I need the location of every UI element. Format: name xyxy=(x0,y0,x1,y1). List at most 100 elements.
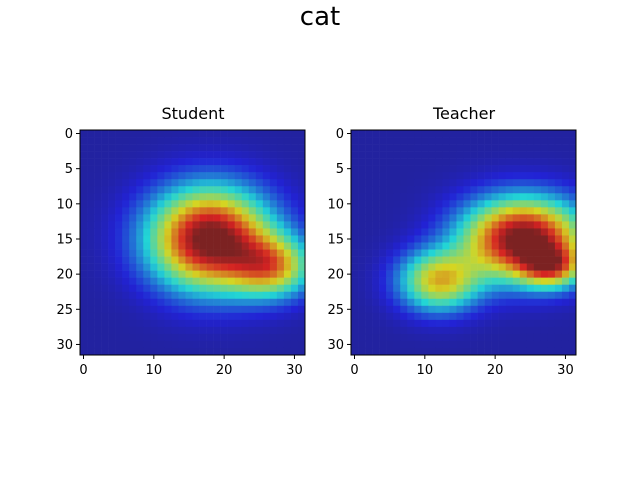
heatmap-cell xyxy=(283,172,292,180)
heatmap-cell xyxy=(143,221,151,229)
heatmap-cell xyxy=(372,319,380,328)
heatmap-cell xyxy=(283,165,292,173)
heatmap-cell xyxy=(283,284,292,293)
heatmap-cell xyxy=(283,270,292,278)
heatmap-cell xyxy=(269,305,278,314)
heatmap-cell xyxy=(178,277,186,285)
heatmap-cell xyxy=(449,256,457,264)
heatmap-cell xyxy=(421,319,429,328)
heatmap-cell xyxy=(276,228,285,236)
heatmap-cell xyxy=(157,228,165,236)
heatmap-cell xyxy=(386,193,394,201)
heatmap-cell xyxy=(365,151,373,159)
heatmap-cell xyxy=(449,249,457,257)
heatmap-cell xyxy=(87,144,95,152)
heatmap-cell xyxy=(248,144,257,152)
heatmap-cell xyxy=(484,263,492,271)
heatmap-cell xyxy=(414,200,422,208)
heatmap-cell xyxy=(351,214,359,222)
heatmap-cell xyxy=(526,158,535,166)
heatmap-cell xyxy=(435,312,443,321)
heatmap-cell xyxy=(115,305,123,314)
heatmap-cell xyxy=(484,284,492,293)
heatmap-cell xyxy=(358,172,366,180)
heatmap-cell xyxy=(269,256,278,264)
heatmap-cell xyxy=(421,263,429,271)
heatmap-cell xyxy=(372,242,380,250)
heatmap-cell xyxy=(234,347,243,356)
heatmap-cell xyxy=(484,172,492,180)
heatmap-cell xyxy=(143,137,151,145)
heatmap-cell xyxy=(351,235,359,243)
heatmap-cell xyxy=(206,207,214,215)
heatmap-cell xyxy=(290,165,299,173)
heatmap-cell xyxy=(414,193,422,201)
heatmap-cell xyxy=(94,214,102,222)
heatmap-cell xyxy=(248,179,257,187)
heatmap-cell xyxy=(290,193,299,201)
heatmap-cell xyxy=(234,207,243,215)
heatmap-cell xyxy=(358,137,366,145)
heatmap-cell xyxy=(414,249,422,257)
heatmap-cell xyxy=(505,298,514,307)
heatmap-cell xyxy=(498,284,506,293)
heatmap-cell xyxy=(414,228,422,236)
heatmap-cell xyxy=(192,137,200,145)
heatmap-cell xyxy=(351,221,359,229)
heatmap-cell xyxy=(351,326,359,335)
heatmap-cell xyxy=(428,277,436,285)
heatmap-cell xyxy=(269,179,278,187)
heatmap-cell xyxy=(568,228,577,236)
heatmap-cell xyxy=(297,277,306,285)
heatmap-cell xyxy=(178,242,186,250)
heatmap-cell xyxy=(512,298,521,307)
heatmap-cell xyxy=(94,270,102,278)
heatmap-cell xyxy=(519,144,528,152)
heatmap-cell xyxy=(372,130,380,138)
heatmap-cell xyxy=(386,200,394,208)
heatmap-cell xyxy=(248,312,257,321)
heatmap-cell xyxy=(498,347,506,356)
heatmap-cell xyxy=(484,333,492,342)
heatmap-cell xyxy=(477,242,485,250)
heatmap-cell xyxy=(115,228,123,236)
heatmap-cell xyxy=(227,228,235,236)
heatmap-cell xyxy=(547,214,556,222)
heatmap-cell xyxy=(220,347,228,356)
heatmap-cell xyxy=(94,151,102,159)
heatmap-cell xyxy=(255,200,264,208)
heatmap-cell xyxy=(519,249,528,257)
heatmap-cell xyxy=(428,270,436,278)
heatmap-cell xyxy=(94,305,102,314)
heatmap-cell xyxy=(491,284,499,293)
heatmap-cell xyxy=(234,277,243,285)
heatmap-cell xyxy=(400,214,408,222)
heatmap-cell xyxy=(255,256,264,264)
heatmap-cell xyxy=(428,151,436,159)
heatmap-cell xyxy=(393,312,401,321)
heatmap-cell xyxy=(248,130,257,138)
heatmap-cell xyxy=(87,165,95,173)
heatmap-cell xyxy=(227,291,235,300)
heatmap-cell xyxy=(568,242,577,250)
heatmap-cell xyxy=(428,256,436,264)
heatmap-cell xyxy=(290,291,299,300)
heatmap-cell xyxy=(547,235,556,243)
heatmap-cell xyxy=(428,340,436,349)
heatmap-cell xyxy=(185,312,193,321)
heatmap-cell xyxy=(143,207,151,215)
heatmap-cell xyxy=(115,256,123,264)
heatmap-cell xyxy=(519,200,528,208)
heatmap-cell xyxy=(206,214,214,222)
heatmap-cell xyxy=(533,179,542,187)
heatmap-cell xyxy=(365,270,373,278)
heatmap-cell xyxy=(87,249,95,257)
heatmap-cell xyxy=(379,291,387,300)
heatmap-cell xyxy=(192,333,200,342)
heatmap-cell xyxy=(129,326,137,335)
heatmap-cell xyxy=(157,144,165,152)
heatmap-cell xyxy=(220,298,228,307)
heatmap-cell xyxy=(379,270,387,278)
heatmap-cell xyxy=(526,144,535,152)
heatmap-cell xyxy=(456,333,464,342)
